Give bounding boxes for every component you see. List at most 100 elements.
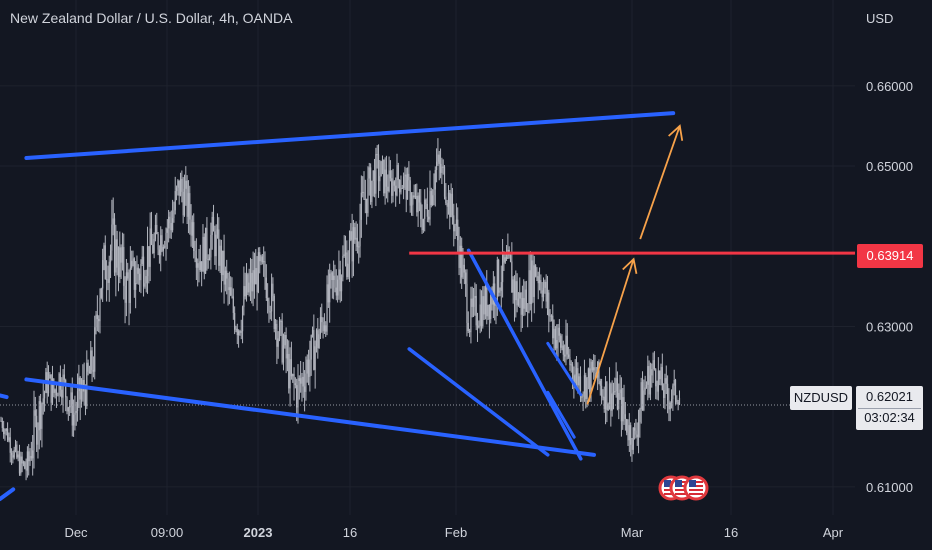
candle-body: [529, 270, 531, 304]
candle-body: [168, 216, 170, 229]
candle-body: [614, 391, 616, 393]
candle-body: [123, 247, 125, 286]
candle-body: [153, 238, 155, 254]
candle-body: [141, 256, 143, 265]
candle-body: [598, 361, 600, 382]
candle-body: [384, 169, 386, 194]
candle-body: [520, 292, 522, 315]
flag-lower-line[interactable]: [546, 390, 576, 439]
candle-body: [569, 357, 571, 366]
time-tick-label: 16: [724, 525, 738, 540]
candle-body: [498, 259, 500, 293]
candle-body: [37, 430, 39, 445]
candle-body: [107, 279, 109, 283]
candle-body: [131, 260, 133, 268]
falling-wedge-upper-line[interactable]: [466, 248, 583, 461]
candle-body: [53, 378, 55, 393]
candle-body: [248, 282, 250, 293]
candle-body: [536, 276, 538, 278]
candle-body: [311, 330, 314, 336]
candle-body: [362, 191, 364, 193]
left-trendline-stub-top[interactable]: [0, 393, 9, 400]
support-trendline[interactable]: [24, 377, 596, 457]
candle-body: [106, 278, 108, 280]
candle-body: [637, 421, 640, 438]
candle-body: [585, 375, 587, 399]
candle-body: [323, 325, 325, 332]
candle-body: [655, 369, 657, 387]
us-flag-event-icon[interactable]: [683, 475, 709, 501]
candle-body: [500, 282, 502, 291]
candle-body: [527, 311, 529, 313]
candle-body: [92, 369, 94, 372]
candle-body: [325, 325, 327, 332]
candle-body: [34, 410, 36, 416]
candle-body: [479, 304, 481, 326]
candle-body: [558, 327, 560, 336]
candle-body: [634, 427, 636, 431]
candle-body: [284, 335, 286, 346]
candle-body: [437, 154, 439, 162]
resistance-trendline[interactable]: [24, 111, 676, 161]
candle-body: [391, 178, 393, 196]
projection-arrow-2[interactable]: [639, 125, 681, 240]
candle-body: [612, 392, 615, 394]
candle-body: [128, 278, 130, 303]
candle-body: [223, 250, 225, 285]
candle-body: [393, 181, 395, 186]
time-tick-label: Feb: [445, 525, 467, 540]
candle-body: [375, 154, 377, 194]
candle-body: [487, 304, 489, 317]
candle-body: [177, 180, 179, 188]
candle-body: [557, 327, 559, 341]
candle-body: [540, 280, 542, 291]
horizontal-line-price-label[interactable]: 0.63914: [857, 244, 923, 268]
candle-body: [542, 287, 545, 298]
candle-body: [653, 360, 655, 370]
candle-body: [387, 186, 389, 192]
candle-body: [16, 444, 18, 458]
candle-body: [426, 204, 428, 217]
candle-body: [245, 274, 248, 297]
candle-body: [313, 330, 315, 370]
time-tick-label: 09:00: [151, 525, 184, 540]
candle-body: [298, 378, 300, 382]
candle-body: [165, 232, 167, 247]
left-trendline-stub-bottom[interactable]: [0, 487, 16, 501]
candle-body: [222, 250, 224, 276]
candle-body: [294, 383, 296, 386]
candle-body: [343, 254, 345, 257]
candle-body: [624, 414, 626, 419]
candle-body: [181, 178, 183, 192]
candle-body: [129, 267, 131, 303]
candle-body: [619, 389, 621, 394]
candle-body: [644, 387, 646, 391]
candle-body: [429, 191, 431, 220]
candle-body: [247, 274, 249, 293]
candle-body: [590, 361, 592, 393]
candle-body: [673, 379, 675, 386]
time-tick-label: Dec: [64, 525, 88, 540]
candle-body: [337, 279, 339, 296]
candle-body: [127, 272, 129, 279]
candle-body: [286, 353, 289, 359]
candle-body: [554, 328, 556, 349]
candle-body: [342, 256, 344, 278]
candle-body: [21, 456, 23, 464]
candle-body: [178, 180, 180, 196]
falling-wedge-lower-line[interactable]: [407, 347, 550, 457]
candle-body: [214, 231, 216, 257]
candle-body: [113, 218, 116, 273]
candle-body: [553, 328, 555, 339]
candle-body: [139, 273, 141, 281]
candle-body: [420, 202, 422, 220]
candle-body: [611, 393, 613, 411]
candle-body: [635, 430, 637, 435]
flag-upper-line[interactable]: [546, 341, 583, 397]
projection-arrow-1[interactable]: [586, 258, 635, 405]
candle-body: [102, 260, 104, 289]
candle-body: [406, 173, 409, 200]
candle-body: [255, 268, 257, 285]
candle-body: [480, 304, 483, 327]
